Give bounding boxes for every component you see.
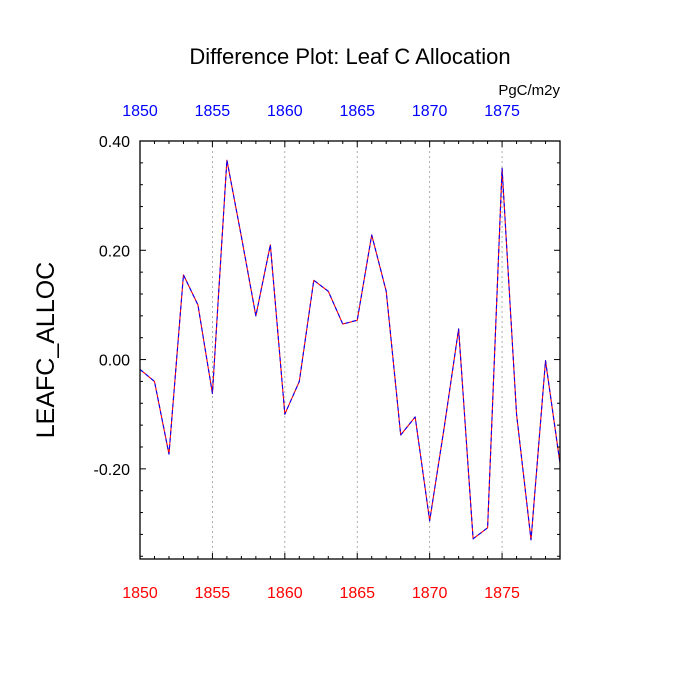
- series-lines: [139, 159, 561, 541]
- y-axis-title: LEAFC_ALLOC: [32, 262, 60, 438]
- tick-labels: 0.40 0.20 0.00 -0.20 1850 1850 1855 1855 1860 186…: [94, 103, 520, 602]
- y-tick-label: 0.00: [99, 353, 130, 370]
- x-tick-label-top: 1870: [412, 103, 448, 120]
- units-label: PgC/m2y: [498, 82, 560, 99]
- chart-title: Difference Plot: Leaf C Allocation: [189, 44, 510, 69]
- x-tick-label-bottom: 1860: [267, 585, 303, 602]
- y-tick-label: 0.20: [99, 243, 130, 260]
- x-tick-label-bottom: 1870: [412, 585, 448, 602]
- plot-frame: [139, 140, 561, 560]
- y-tick-label: 0.40: [99, 134, 130, 151]
- gridlines: [212, 141, 503, 559]
- x-tick-label-top: 1865: [339, 103, 375, 120]
- x-tick-label-bottom: 1865: [339, 585, 375, 602]
- y-tick-label: -0.20: [94, 462, 131, 479]
- x-tick-label-top: 1875: [484, 103, 520, 120]
- x-tick-label-bottom: 1855: [195, 585, 231, 602]
- x-tick-label-bottom: 1875: [484, 585, 520, 602]
- x-tick-label-top: 1860: [267, 103, 303, 120]
- axis-ticks: [139, 140, 561, 559]
- series-line-case: [139, 159, 561, 541]
- x-tick-label-top: 1850: [122, 103, 158, 120]
- x-tick-label-top: 1855: [195, 103, 231, 120]
- series-line-control: [139, 159, 561, 541]
- x-tick-label-bottom: 1850: [122, 585, 158, 602]
